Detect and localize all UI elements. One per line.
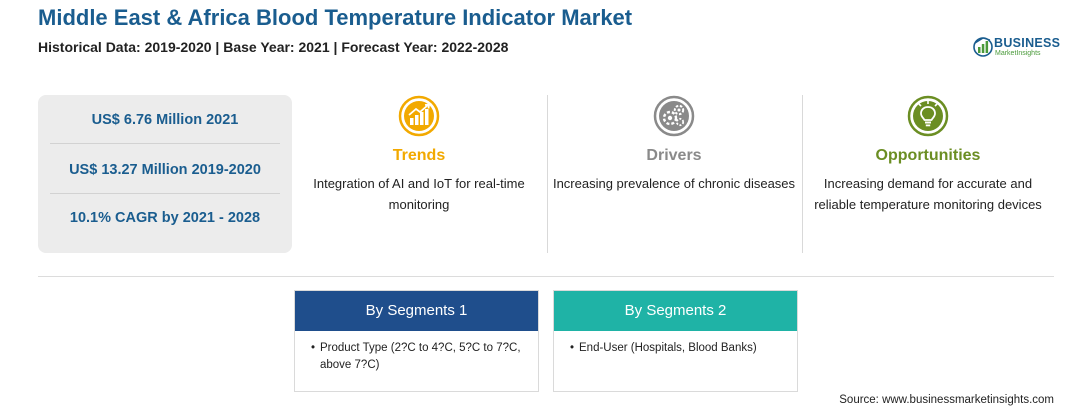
drivers-text: Increasing prevalence of chronic disease…	[552, 176, 796, 191]
drivers-heading: Drivers	[646, 147, 702, 164]
stats-divider	[50, 193, 280, 194]
source-link[interactable]: Source: www.businessmarketinsights.com	[839, 394, 1054, 406]
trends-heading: Trends	[392, 147, 446, 164]
business-market-insights-logo: BUSINESS MarketInsights	[972, 34, 1062, 60]
opportunities-text: Increasing demand for accurate and relia…	[814, 176, 1042, 212]
page-title: Middle East & Africa Blood Temperature I…	[38, 5, 633, 30]
list-item: Product Type (2?C to 4?C, 5?C to 7?C, ab…	[311, 340, 526, 374]
list-item: End-User (Hospitals, Blood Banks)	[570, 340, 785, 357]
segment-1-heading: By Segments 1	[295, 291, 538, 331]
segment-1-list: Product Type (2?C to 4?C, 5?C to 7?C, ab…	[295, 331, 538, 374]
drivers-column: Drivers Increasing prevalence of chronic…	[549, 95, 799, 194]
section-divider	[38, 276, 1054, 277]
logo-brand-text: BUSINESS	[994, 36, 1061, 50]
gears-icon	[653, 95, 695, 137]
column-divider	[547, 95, 548, 253]
segment-card-1: By Segments 1 Product Type (2?C to 4?C, …	[294, 290, 539, 392]
stats-divider	[50, 143, 280, 144]
lightbulb-icon	[907, 95, 949, 137]
market-value-historical: US$ 13.27 Million 2019-2020	[69, 162, 261, 178]
market-cagr: 10.1% CAGR by 2021 - 2028	[69, 210, 261, 226]
segment-2-list: End-User (Hospitals, Blood Banks)	[554, 331, 797, 357]
market-value-2021: US$ 6.76 Million 2021	[91, 112, 239, 128]
logo-tagline-text: MarketInsights	[995, 50, 1041, 57]
logo-globe-icon	[973, 37, 993, 57]
market-stats-panel: US$ 6.76 Million 2021 US$ 13.27 Million …	[38, 95, 292, 253]
opportunities-heading: Opportunities	[875, 147, 981, 164]
column-divider	[802, 95, 803, 253]
opportunities-column: Opportunities Increasing demand for accu…	[803, 95, 1053, 215]
page-subtitle: Historical Data: 2019-2020 | Base Year: …	[38, 39, 509, 55]
trend-chart-icon	[398, 95, 440, 137]
trends-text: Integration of AI and IoT for real-time …	[313, 176, 525, 212]
trends-column: Trends Integration of AI and IoT for rea…	[294, 95, 544, 215]
segment-card-2: By Segments 2 End-User (Hospitals, Blood…	[553, 290, 798, 392]
segment-2-heading: By Segments 2	[554, 291, 797, 331]
